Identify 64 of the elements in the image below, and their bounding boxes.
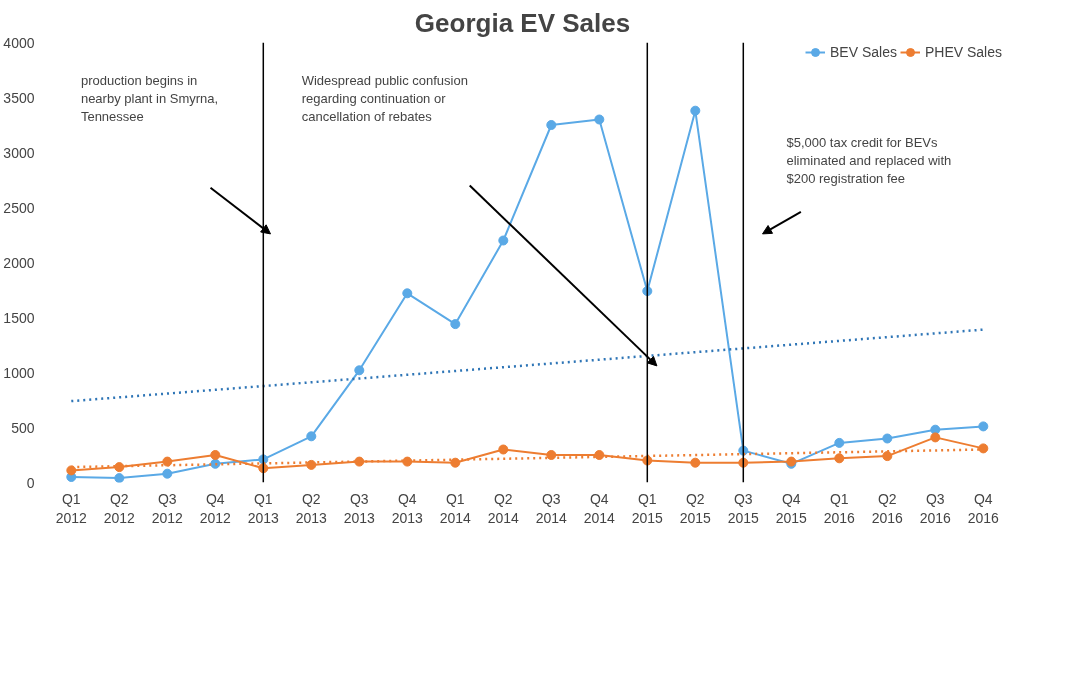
x-tick-label: Q1 2013 xyxy=(247,490,280,526)
x-tick-label: Q3 2016 xyxy=(919,490,952,526)
y-tick-label: 1000 xyxy=(3,364,35,381)
point xyxy=(690,105,701,116)
annotation: $5,000 tax credit for BEVs eliminated and replaced with $200 registration fee xyxy=(786,134,952,186)
legend-label: PHEV Sales xyxy=(924,44,1002,60)
point xyxy=(354,456,365,467)
x-tick-label: Q2 2013 xyxy=(295,490,328,526)
x-tick-label: Q2 2014 xyxy=(487,490,520,526)
point xyxy=(594,114,605,125)
x-tick-label: Q1 2014 xyxy=(439,490,472,526)
x-tick-label: Q1 2015 xyxy=(631,490,664,526)
x-tick-label: Q4 2013 xyxy=(391,490,424,526)
x-tick-label: Q4 2016 xyxy=(967,490,1000,526)
point xyxy=(546,120,557,130)
x-tick-label: Q4 2012 xyxy=(199,490,232,526)
x-tick-label: Q3 2015 xyxy=(727,490,760,526)
point xyxy=(690,457,701,468)
legend-label: BEV Sales xyxy=(830,44,897,60)
y-tick-label: 2500 xyxy=(3,199,35,216)
point xyxy=(306,431,317,442)
x-tick-label: Q1 2016 xyxy=(823,490,856,526)
point xyxy=(162,456,173,467)
point xyxy=(882,433,893,444)
point xyxy=(834,453,845,464)
y-tick-label: 500 xyxy=(11,419,35,436)
point xyxy=(498,444,509,455)
point xyxy=(402,288,413,299)
point xyxy=(882,451,893,462)
x-tick-label: Q1 2012 xyxy=(55,490,88,526)
point xyxy=(114,473,125,483)
y-tick-label: 4000 xyxy=(3,34,35,51)
point xyxy=(306,459,317,470)
point xyxy=(450,319,461,330)
y-tick-label: 3000 xyxy=(3,144,35,161)
x-tick-label: Q2 2016 xyxy=(871,490,904,526)
x-tick-label: Q4 2015 xyxy=(775,490,808,526)
chart-title: Georgia EV Sales xyxy=(414,7,631,38)
point xyxy=(834,437,845,448)
point xyxy=(402,456,413,467)
x-tick-label: Q2 2012 xyxy=(103,490,136,526)
point xyxy=(594,450,605,460)
x-tick-label: Q4 2014 xyxy=(583,490,616,526)
x-tick-label: Q3 2012 xyxy=(151,490,184,526)
y-tick-label: 2000 xyxy=(3,254,35,271)
point xyxy=(162,468,173,479)
y-tick-label: 1500 xyxy=(3,309,35,326)
point xyxy=(498,235,509,246)
point xyxy=(66,465,77,476)
point xyxy=(978,443,989,454)
point xyxy=(546,450,557,460)
point xyxy=(210,450,221,460)
point xyxy=(978,421,989,432)
x-tick-label: Q3 2013 xyxy=(343,490,376,526)
y-tick-label: 3500 xyxy=(3,89,35,106)
point xyxy=(450,457,461,468)
x-tick-label: Q3 2014 xyxy=(535,490,568,526)
x-tick-label: Q2 2015 xyxy=(679,490,712,526)
annotation: Widespread public confusion regarding continuation or cancellation of rebates xyxy=(301,73,468,125)
point xyxy=(930,432,941,443)
y-tick-label: 0 xyxy=(26,474,35,491)
annotation: production begins in nearby plant in Smyrna, Tennessee xyxy=(80,73,219,125)
point xyxy=(114,462,125,473)
point xyxy=(354,365,365,376)
